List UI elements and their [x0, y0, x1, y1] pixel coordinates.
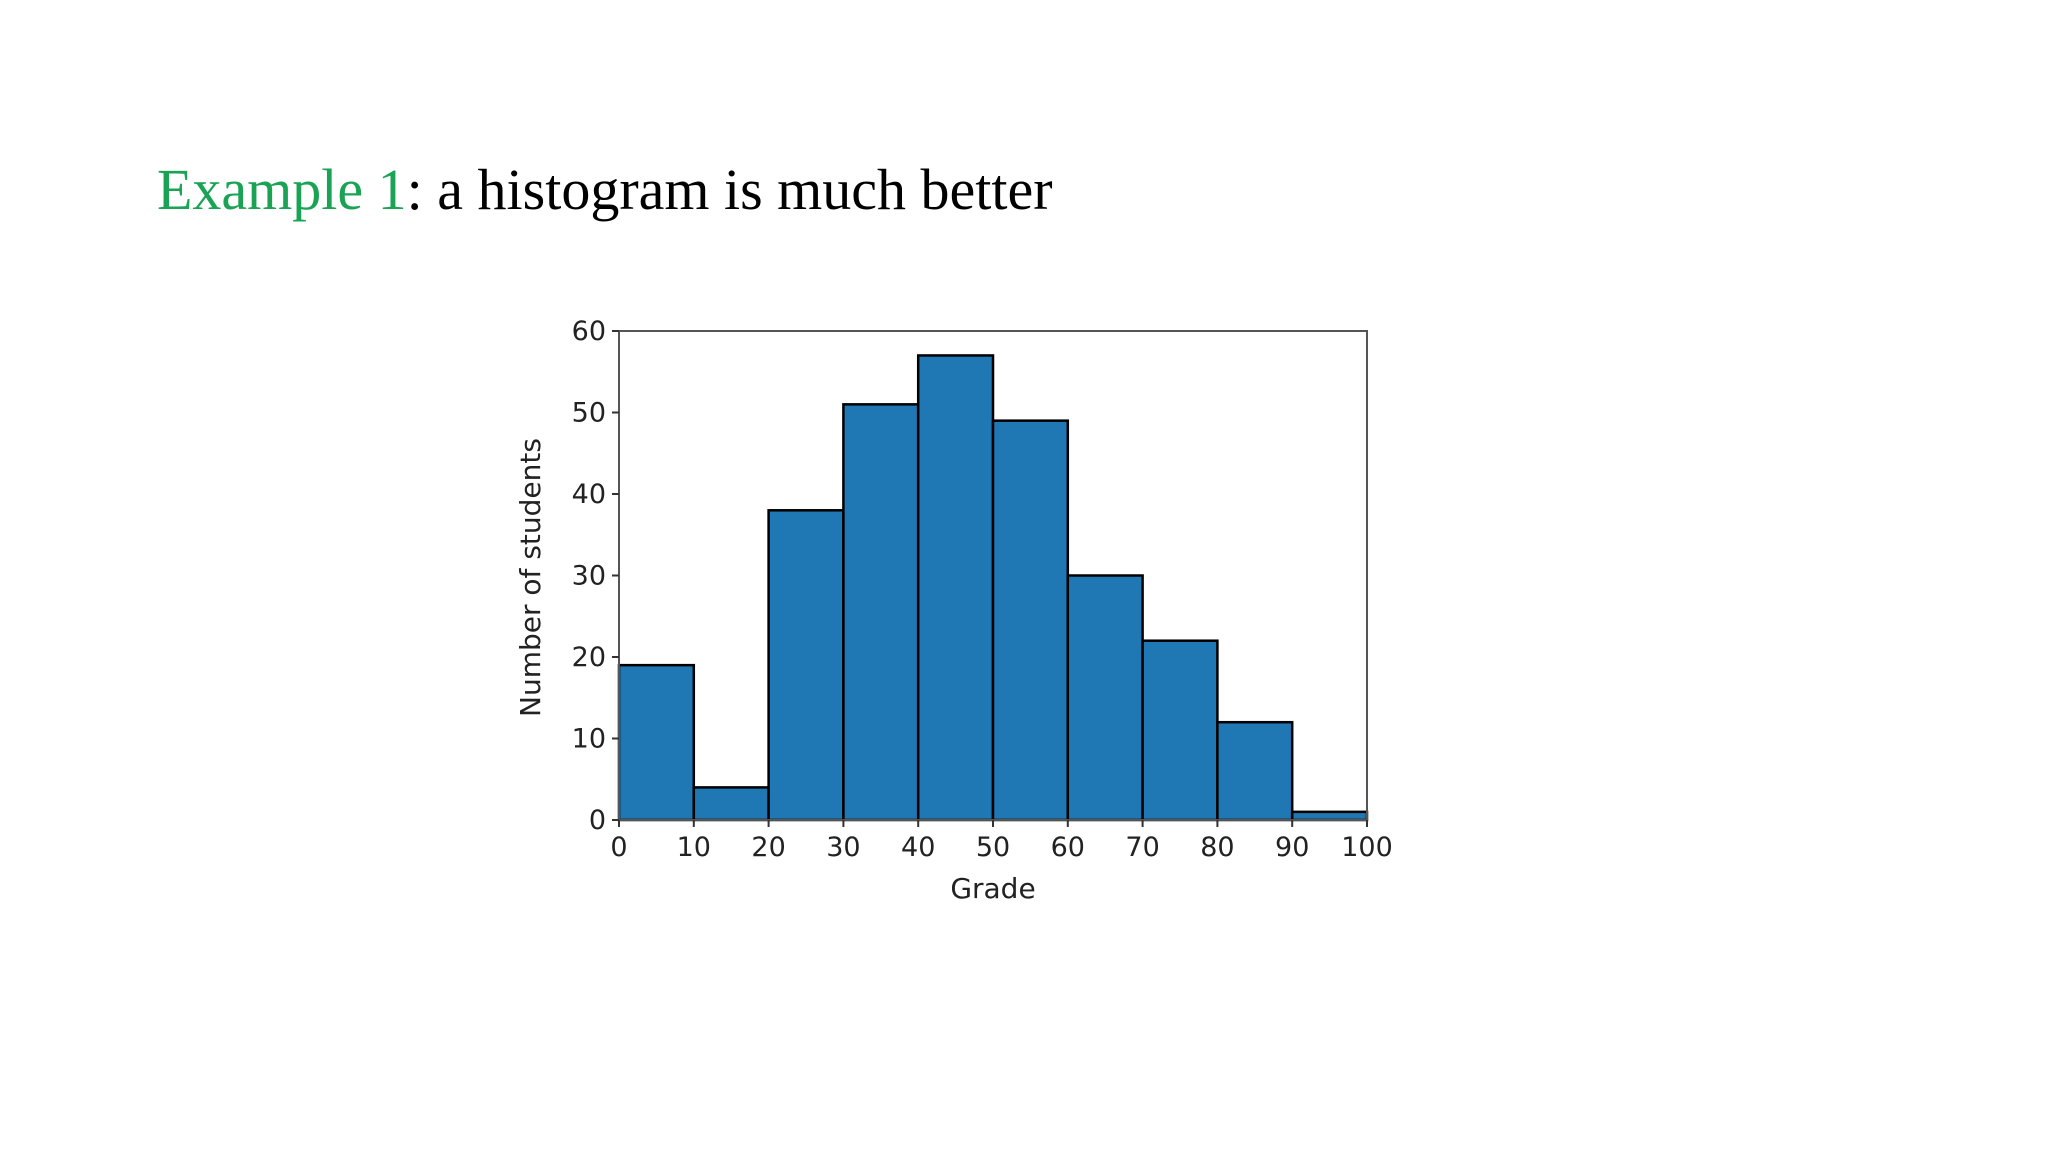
histogram-bar — [767, 509, 845, 822]
x-tick-label: 60 — [1051, 832, 1085, 863]
x-tick-label: 30 — [826, 832, 860, 863]
y-tick-label: 50 — [572, 398, 606, 429]
histogram-bar — [916, 354, 995, 822]
y-tick-label: 40 — [572, 479, 606, 510]
x-tick-label: 80 — [1200, 832, 1234, 863]
y-tick-label: 30 — [572, 561, 606, 592]
x-tick-label: 40 — [901, 832, 935, 863]
x-tick-label: 0 — [610, 832, 627, 863]
x-tick-label: 10 — [677, 832, 711, 863]
x-tick-label: 20 — [751, 832, 785, 863]
y-axis-label: Number of students — [514, 438, 547, 717]
histogram-bar — [842, 403, 920, 822]
x-tick-label: 70 — [1125, 832, 1159, 863]
y-tick-label: 20 — [572, 642, 606, 673]
bars-layer — [617, 354, 1369, 822]
y-tick-label: 10 — [572, 724, 606, 755]
x-axis-label: Grade — [950, 872, 1035, 905]
histogram-bar — [692, 786, 770, 822]
ticks-layer: 0 10 20 30 40 50 60 70 80 90 100 0 10 20 30 40 50 60 — [572, 316, 1393, 863]
title-highlight: Example 1 — [157, 157, 407, 222]
histogram-bar — [1216, 720, 1294, 822]
x-tick-label: 100 — [1341, 832, 1393, 863]
histogram-bar — [991, 419, 1070, 822]
slide-title: Example 1: a histogram is much better — [157, 150, 1053, 230]
histogram-bar — [1290, 810, 1369, 822]
title-rest: : a histogram is much better — [406, 157, 1053, 222]
histogram-bar — [1141, 639, 1219, 822]
x-tick-label: 90 — [1275, 832, 1309, 863]
histogram-bar — [1066, 574, 1144, 822]
x-tick-label: 50 — [976, 832, 1010, 863]
histogram-bar — [617, 663, 696, 822]
y-tick-label: 60 — [572, 316, 606, 347]
y-tick-label: 0 — [589, 805, 606, 836]
